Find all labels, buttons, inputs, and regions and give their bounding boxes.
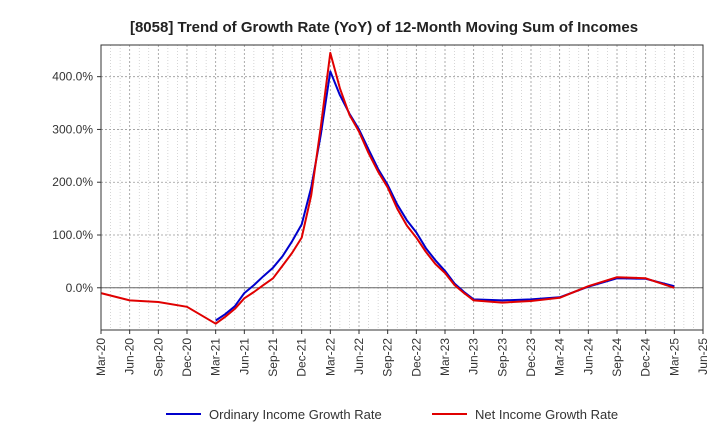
x-tick-label: Mar-21 (209, 338, 223, 376)
x-axis-labels: Mar-20 Jun-20 Sep-20 Dec-20 Mar-21 Jun-21 Sep-… (94, 338, 710, 377)
net-income-growth-line (100, 51, 675, 325)
x-tick-label: Mar-20 (94, 338, 108, 376)
x-tick-label: Dec-22 (409, 338, 423, 377)
x-tick-label: Dec-23 (524, 338, 538, 377)
x-tick-label: Jun-25 (696, 338, 710, 375)
chart-title: [8058] Trend of Growth Rate (YoY) of 12-… (130, 19, 638, 36)
x-tick-label: Sep-24 (610, 338, 624, 377)
x-tick-label: Sep-21 (266, 338, 280, 377)
x-tick-label: Mar-22 (323, 338, 337, 376)
x-tick-label: Dec-21 (295, 338, 309, 377)
x-tick-label: Jun-22 (352, 338, 366, 375)
x-tick-label: Dec-20 (180, 338, 194, 377)
legend-label-net-income: Net Income Growth Rate (475, 407, 618, 422)
plot-area-frame (100, 44, 704, 331)
x-tick-label: Sep-22 (381, 338, 395, 377)
legend: Ordinary Income Growth Rate Net Income G… (166, 407, 618, 422)
y-tick-label: 0.0% (66, 281, 94, 295)
y-tick-label: 100.0% (52, 228, 93, 242)
y-tick-label: 300.0% (52, 122, 93, 136)
x-tick-label: Dec-24 (639, 338, 653, 377)
x-tick-label: Jun-20 (123, 338, 137, 375)
x-tick-label: Sep-20 (151, 338, 165, 377)
legend-label-ordinary-income: Ordinary Income Growth Rate (209, 407, 382, 422)
x-tick-label: Sep-23 (495, 338, 509, 377)
x-tick-label: Mar-24 (553, 338, 567, 376)
y-axis-labels: 0.0% 100.0% 200.0% 300.0% 400.0% (52, 70, 93, 295)
x-tick-label: Jun-23 (467, 338, 481, 375)
x-tick-label: Jun-24 (581, 338, 595, 375)
x-tick-label: Jun-21 (237, 338, 251, 375)
y-tick-label: 200.0% (52, 175, 93, 189)
x-tick-label: Mar-25 (667, 338, 681, 376)
series-layer (100, 51, 675, 325)
ordinary-income-growth-line (215, 70, 675, 322)
y-tick-label: 400.0% (52, 70, 93, 84)
x-tick-label: Mar-23 (438, 338, 452, 376)
